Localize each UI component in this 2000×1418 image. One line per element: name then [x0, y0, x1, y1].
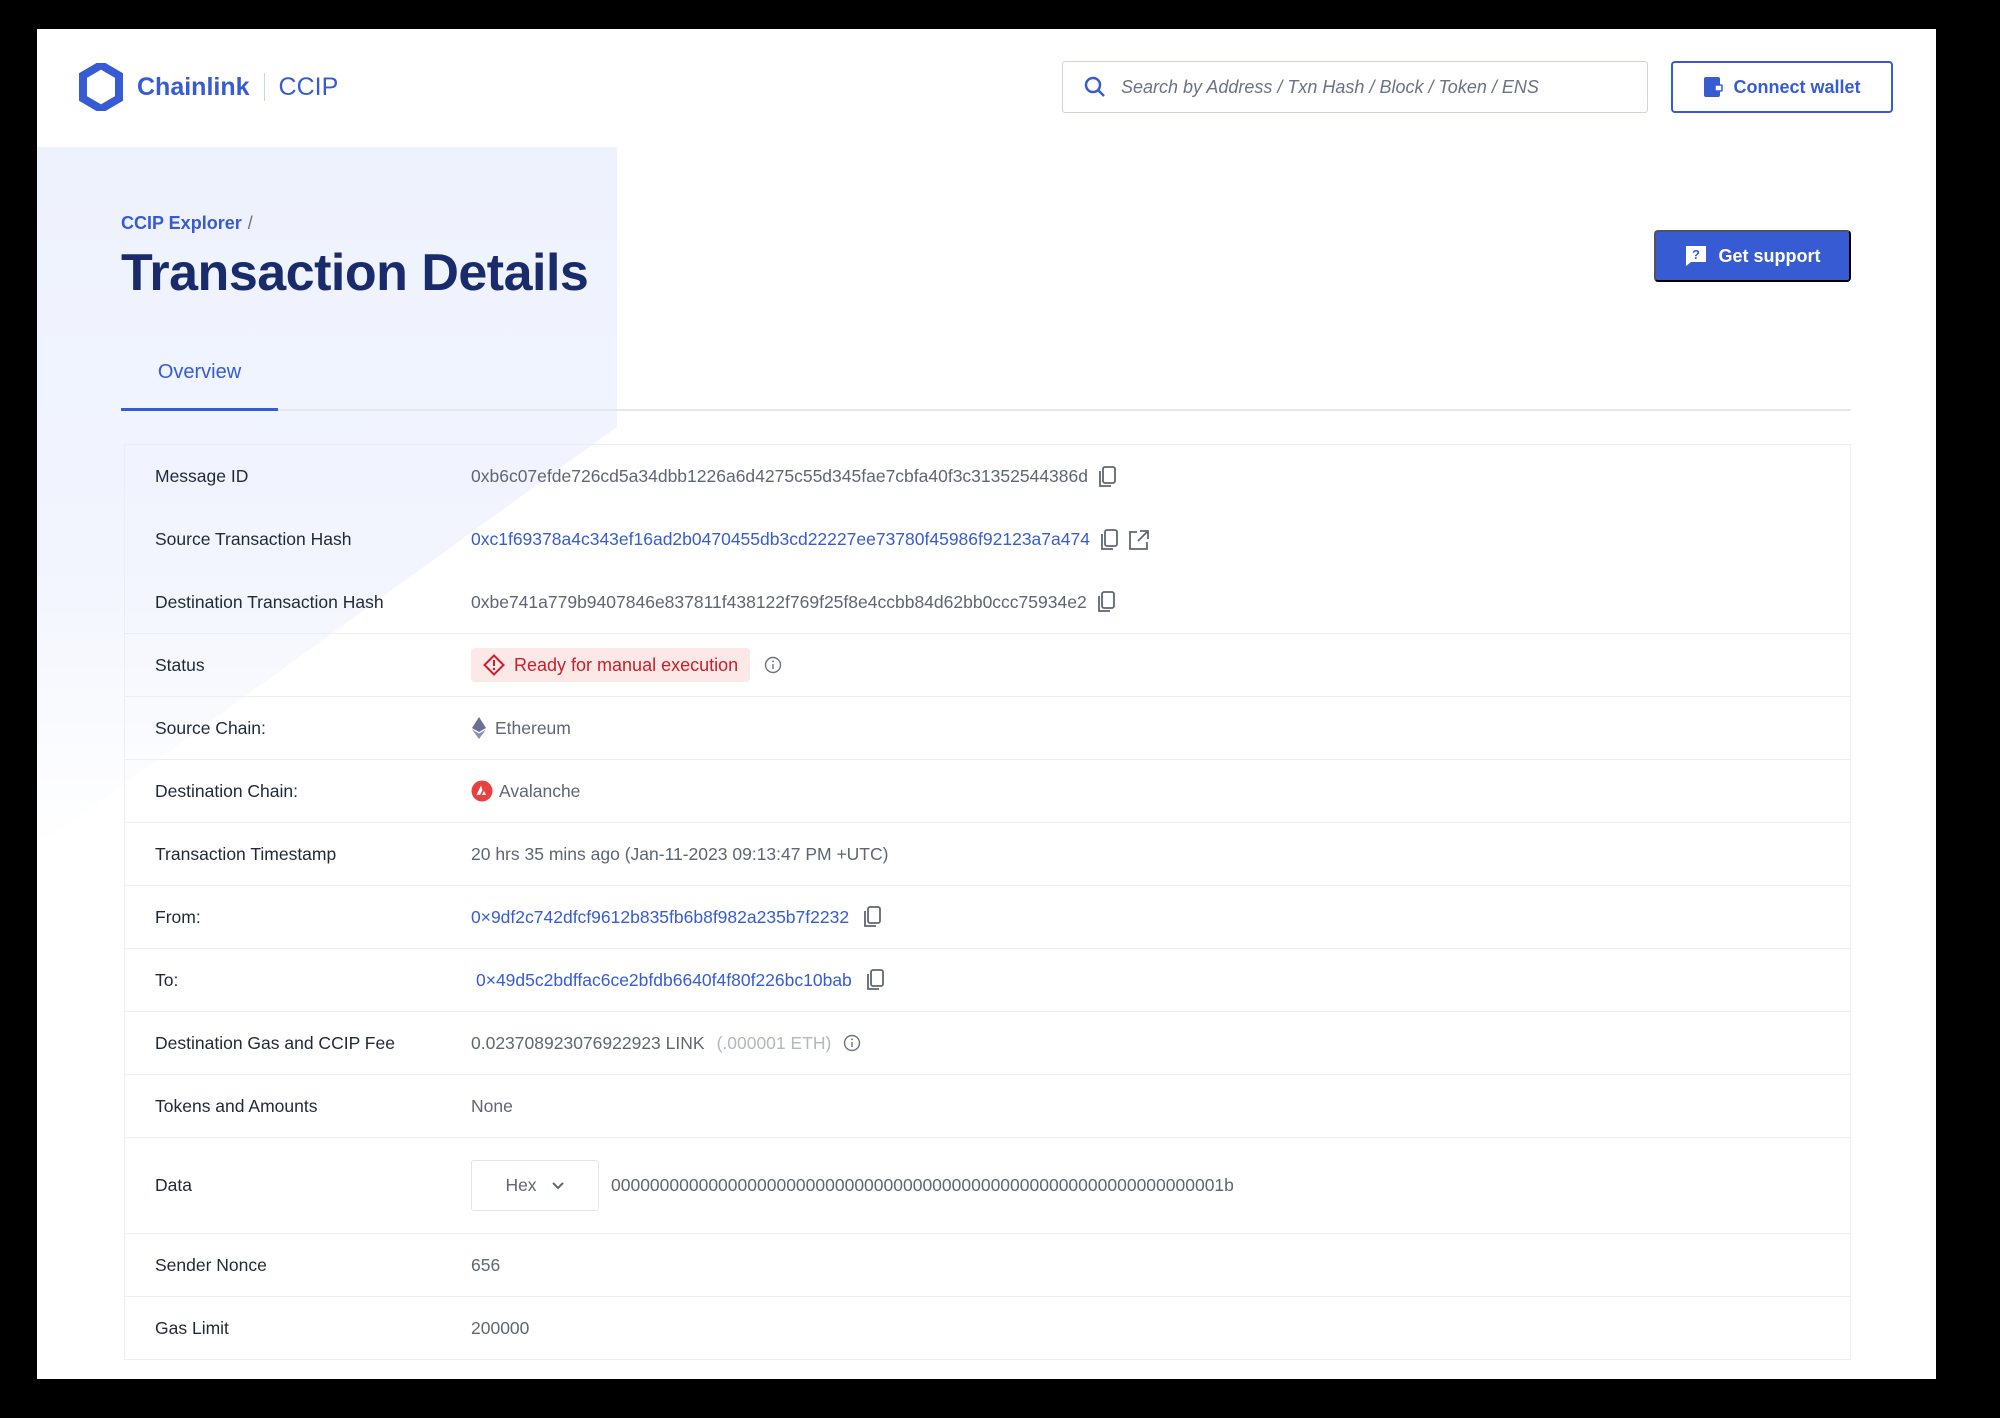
- page: Chainlink CCIP Connect wallet CCIP Explo…: [37, 29, 1936, 1379]
- destination-tx-value: 0xbe741a779b9407846e837811f438122f769f25…: [471, 591, 1087, 612]
- label: Destination Gas and CCIP Fee: [155, 1032, 395, 1053]
- label: Message ID: [155, 466, 249, 486]
- tokens-value: None: [471, 1095, 513, 1116]
- search-box[interactable]: [1062, 61, 1648, 113]
- tab-overview[interactable]: Overview: [121, 359, 278, 411]
- copy-icon[interactable]: [866, 969, 884, 991]
- label: From:: [155, 906, 201, 927]
- ethereum-icon: [471, 717, 487, 739]
- label: Source Chain:: [155, 717, 266, 738]
- connect-wallet-button[interactable]: Connect wallet: [1671, 61, 1893, 113]
- divider: [263, 73, 265, 101]
- get-support-label: Get support: [1718, 245, 1821, 266]
- breadcrumb: CCIP Explorer /: [121, 213, 253, 234]
- chevron-down-icon: [551, 1181, 565, 1191]
- sender-nonce-value: 656: [471, 1254, 501, 1275]
- label: Transaction Timestamp: [155, 843, 337, 864]
- brand-name: Chainlink: [137, 72, 250, 101]
- row-timestamp: Transaction Timestamp 20 hrs 35 mins ago…: [125, 823, 1850, 886]
- connect-wallet-label: Connect wallet: [1733, 76, 1861, 97]
- label: Destination Chain:: [155, 780, 298, 801]
- copy-icon[interactable]: [1097, 591, 1115, 613]
- label: Source Transaction Hash: [155, 529, 352, 549]
- label: To:: [155, 969, 179, 990]
- row-from: From: 0×9df2c742dfcf9612b835fb6b8f982a23…: [125, 886, 1850, 949]
- status-badge: Ready for manual execution: [471, 648, 751, 682]
- to-address-link[interactable]: 0×49d5c2bdffac6ce2bfdb6640f4f80f226bc10b…: [476, 969, 852, 990]
- status-text: Ready for manual execution: [514, 654, 739, 675]
- copy-icon[interactable]: [1100, 528, 1118, 551]
- label: Tokens and Amounts: [155, 1095, 318, 1116]
- svg-text:?: ?: [1692, 247, 1700, 262]
- label: Status: [155, 654, 205, 675]
- breadcrumb-ccip-explorer[interactable]: CCIP Explorer: [121, 213, 242, 233]
- data-value: 0000000000000000000000000000000000000000…: [611, 1175, 1234, 1195]
- row-destination-tx: Destination Transaction Hash 0xbe741a779…: [125, 571, 1850, 634]
- source-chain-value: Ethereum: [495, 717, 571, 738]
- label: Data: [155, 1175, 192, 1195]
- row-data: Data Hex 0000000000000000000000000000000…: [125, 1138, 1850, 1234]
- help-chat-icon: ?: [1685, 245, 1707, 267]
- logo[interactable]: Chainlink CCIP: [79, 63, 338, 111]
- row-gas-limit: Gas Limit 200000: [125, 1297, 1850, 1360]
- info-icon[interactable]: [843, 1034, 861, 1052]
- destination-chain-value: Avalanche: [499, 780, 581, 801]
- search-icon: [1083, 75, 1107, 99]
- row-source-tx: Source Transaction Hash 0xc1f69378a4c343…: [125, 508, 1850, 571]
- data-format-select[interactable]: Hex: [471, 1160, 599, 1211]
- label: Sender Nonce: [155, 1254, 267, 1275]
- gas-limit-value: 200000: [471, 1317, 530, 1338]
- tab-bar: Overview: [121, 359, 1851, 411]
- source-tx-link[interactable]: 0xc1f69378a4c343ef16ad2b0470455db3cd2222…: [471, 529, 1090, 549]
- data-format-value: Hex: [505, 1175, 537, 1195]
- chainlink-hexagon-icon: [79, 63, 123, 111]
- wallet-icon: [1703, 76, 1724, 98]
- warning-diamond-icon: [483, 654, 505, 676]
- row-message-id: Message ID 0xb6c07efde726cd5a34dbb1226a6…: [125, 445, 1850, 508]
- details-table: Message ID 0xb6c07efde726cd5a34dbb1226a6…: [124, 444, 1851, 1360]
- from-address-link[interactable]: 0×9df2c742dfcf9612b835fb6b8f982a235b7f22…: [471, 906, 850, 927]
- info-icon[interactable]: [764, 656, 782, 674]
- page-title: Transaction Details: [121, 244, 589, 302]
- label: Gas Limit: [155, 1317, 229, 1338]
- timestamp-value: 20 hrs 35 mins ago (Jan-11-2023 09:13:47…: [471, 843, 889, 864]
- external-link-icon[interactable]: [1128, 529, 1150, 551]
- copy-icon[interactable]: [863, 906, 881, 928]
- fee-value: 0.023708923076922923 LINK: [471, 1032, 705, 1053]
- message-id-value: 0xb6c07efde726cd5a34dbb1226a6d4275c55d34…: [471, 466, 1088, 486]
- row-source-chain: Source Chain: Ethereum: [125, 697, 1850, 760]
- product-name: CCIP: [278, 72, 339, 101]
- copy-icon[interactable]: [1098, 465, 1116, 488]
- avalanche-icon: [471, 780, 493, 802]
- row-sender-nonce: Sender Nonce 656: [125, 1234, 1850, 1297]
- row-tokens: Tokens and Amounts None: [125, 1075, 1850, 1138]
- row-status: Status Ready for manual execution: [125, 634, 1850, 697]
- breadcrumb-separator: /: [247, 213, 253, 233]
- row-fee: Destination Gas and CCIP Fee 0.023708923…: [125, 1012, 1850, 1075]
- row-to: To: 0×49d5c2bdffac6ce2bfdb6640f4f80f226b…: [125, 949, 1850, 1012]
- fee-eth-value: (.000001 ETH): [716, 1032, 832, 1053]
- get-support-button[interactable]: ? Get support: [1654, 230, 1851, 282]
- label: Destination Transaction Hash: [155, 591, 384, 612]
- row-destination-chain: Destination Chain: Avalanche: [125, 760, 1850, 823]
- search-input[interactable]: [1121, 76, 1621, 98]
